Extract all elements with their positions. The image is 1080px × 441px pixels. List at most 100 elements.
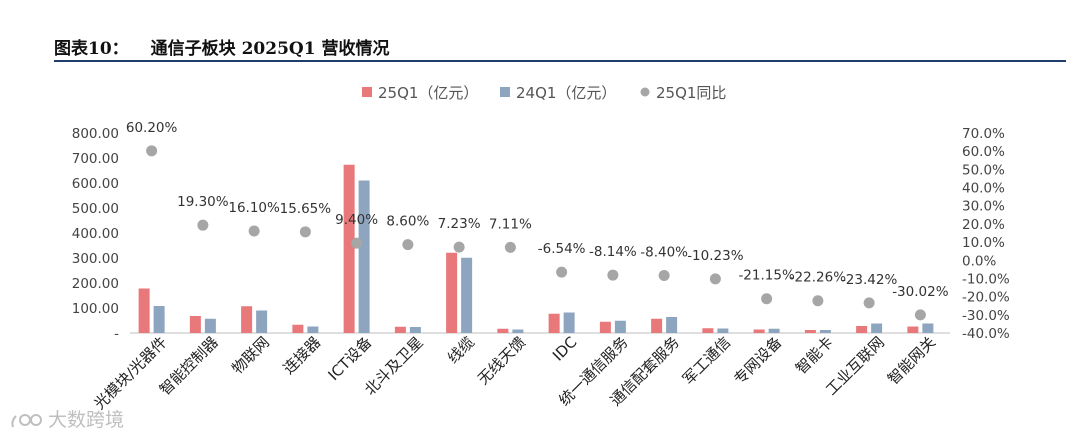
- chart-title: 通信子板块 2025Q1 营收情况: [150, 39, 390, 59]
- right-axis-tick-label: -40.0%: [962, 326, 1010, 342]
- bar-24q1: [512, 329, 524, 333]
- category-label: 军工通信: [679, 333, 734, 388]
- bar-24q1: [563, 312, 575, 333]
- category-label: 光模块/光器件: [91, 333, 171, 413]
- yoy-data-label: 60.20%: [126, 120, 178, 136]
- legend-label: 25Q1同比: [656, 84, 726, 102]
- right-axis-tick-label: 70.0%: [962, 126, 1005, 142]
- yoy-point: [812, 295, 824, 307]
- title-underline: [54, 60, 1066, 62]
- legend-label: 24Q1（亿元）: [516, 84, 616, 102]
- bar-25q1: [394, 326, 406, 333]
- bar-25q1: [189, 316, 201, 333]
- category-label: ICT设备: [324, 333, 375, 384]
- yoy-point: [863, 297, 875, 309]
- category-label: IDC: [549, 333, 580, 364]
- bar-24q1: [871, 323, 883, 333]
- legend-swatch: [500, 87, 510, 97]
- yoy-point: [556, 266, 568, 278]
- category-label: 智能网关: [884, 333, 939, 388]
- watermark-text: 大数跨境: [48, 409, 125, 431]
- yoy-point: [658, 270, 670, 282]
- bar-24q1: [666, 317, 678, 333]
- category-label: 物联网: [228, 333, 273, 378]
- bar-24q1: [461, 257, 473, 333]
- left-axis-tick-label: 200.00: [72, 276, 119, 292]
- yoy-data-label: -6.54%: [538, 241, 586, 257]
- bar-25q1: [804, 330, 816, 333]
- bar-25q1: [343, 164, 355, 333]
- bar-25q1: [599, 321, 611, 333]
- bar-25q1: [702, 328, 714, 333]
- figure-title: 图表10： 通信子板块 2025Q1 营收情况: [54, 34, 390, 59]
- watermark-logo-icon: [11, 413, 42, 427]
- yoy-data-label: 19.30%: [177, 194, 229, 210]
- category-label: 连接器: [280, 333, 325, 378]
- right-axis-tick-label: 20.0%: [962, 217, 1005, 233]
- yoy-data-label: 9.40%: [335, 212, 378, 228]
- yoy-data-label: -21.15%: [738, 268, 795, 284]
- bar-25q1: [907, 326, 919, 333]
- bar-25q1: [446, 252, 458, 333]
- yoy-data-label: 7.23%: [438, 216, 481, 232]
- yoy-point: [146, 145, 158, 157]
- yoy-data-label: -10.23%: [687, 248, 744, 264]
- category-label: 线缆: [444, 333, 478, 367]
- bar-25q1: [138, 288, 150, 333]
- yoy-point: [351, 237, 363, 249]
- bar-25q1: [497, 328, 509, 333]
- category-label: 智能卡: [792, 333, 837, 378]
- right-axis-tick-label: -30.0%: [962, 308, 1010, 324]
- bar-24q1: [717, 328, 729, 333]
- bar-24q1: [922, 323, 934, 333]
- right-axis-tick-label: -20.0%: [962, 290, 1010, 306]
- left-axis-tick-label: 800.00: [72, 126, 119, 142]
- category-label: 专网设备: [730, 333, 785, 388]
- yoy-data-label: -22.26%: [790, 270, 847, 286]
- bar-24q1: [768, 328, 780, 333]
- legend-label: 25Q1（亿元）: [378, 84, 478, 102]
- bar-25q1: [651, 318, 663, 333]
- watermark: 大数跨境: [10, 405, 124, 432]
- left-axis-tick-label: 700.00: [72, 151, 119, 167]
- right-axis-tick-label: 40.0%: [962, 181, 1005, 197]
- bar-24q1: [256, 310, 268, 333]
- left-axis-tick-label: 100.00: [72, 301, 119, 317]
- yoy-point: [504, 241, 516, 253]
- left-axis-tick-label: -: [114, 326, 119, 342]
- bar-24q1: [819, 330, 831, 333]
- yoy-data-label: -23.42%: [841, 272, 898, 288]
- yoy-data-label: -8.40%: [640, 245, 688, 261]
- yoy-point: [607, 269, 619, 281]
- left-axis-tick-label: 500.00: [72, 201, 119, 217]
- yoy-point: [914, 309, 926, 321]
- bar-25q1: [241, 306, 253, 333]
- right-axis-tick-label: 10.0%: [962, 235, 1005, 251]
- yoy-data-label: 15.65%: [280, 201, 332, 217]
- right-axis-tick-label: -10.0%: [962, 271, 1010, 287]
- yoy-data-label: 16.10%: [228, 200, 280, 216]
- yoy-point: [453, 241, 465, 253]
- yoy-data-label: 7.11%: [489, 216, 532, 232]
- bar-25q1: [856, 326, 868, 333]
- bar-25q1: [548, 313, 560, 333]
- figure-label: 图表10：: [54, 39, 129, 59]
- yoy-point: [709, 273, 721, 285]
- right-axis-tick-label: 30.0%: [962, 199, 1005, 215]
- bar-24q1: [204, 318, 216, 333]
- yoy-data-label: -8.14%: [589, 244, 637, 260]
- bar-24q1: [409, 327, 421, 333]
- legend-swatch: [640, 87, 650, 97]
- yoy-point: [761, 293, 773, 305]
- yoy-point: [197, 219, 209, 231]
- bar-24q1: [307, 326, 319, 333]
- legend-swatch: [362, 87, 372, 97]
- bar-25q1: [753, 329, 765, 333]
- bar-24q1: [614, 320, 626, 333]
- right-axis-tick-label: 50.0%: [962, 162, 1005, 178]
- right-axis-tick-label: 60.0%: [962, 144, 1005, 160]
- yoy-point: [248, 225, 260, 237]
- left-axis-tick-label: 300.00: [72, 251, 119, 267]
- bar-24q1: [358, 180, 370, 333]
- left-axis-tick-label: 600.00: [72, 176, 119, 192]
